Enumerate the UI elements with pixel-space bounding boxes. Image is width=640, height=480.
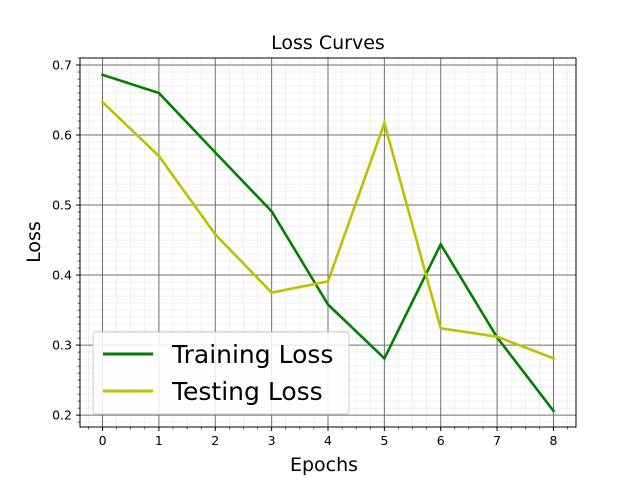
- y-tick-label: 0.5: [52, 198, 72, 213]
- y-tick-label: 0.4: [52, 268, 72, 283]
- y-tick-label: 0.7: [52, 58, 72, 73]
- legend-box: [92, 331, 350, 415]
- chart-title: Loss Curves: [271, 32, 385, 54]
- x-tick-label: 3: [268, 433, 276, 448]
- x-tick-label: 1: [155, 433, 163, 448]
- series-line-training: [100, 73, 556, 413]
- x-tick-label: 7: [493, 433, 501, 448]
- legend-label-training: Training Loss: [171, 340, 333, 369]
- y-tick-label: 0.2: [52, 408, 72, 423]
- axis-ticks: 0 1 2 3 4 5 6 7 8 0.2 0.3 0.4 0.5 0.6 0.7: [52, 58, 568, 448]
- legend: Training Loss Testing Loss: [92, 331, 350, 415]
- x-tick-label: 0: [99, 433, 107, 448]
- x-tick-label: 6: [437, 433, 445, 448]
- x-tick-label: 8: [549, 433, 557, 448]
- y-tick-label: 0.6: [52, 128, 72, 143]
- legend-label-testing: Testing Loss: [171, 377, 323, 406]
- series-lines: [100, 73, 556, 413]
- series-line-testing: [100, 100, 556, 361]
- y-axis-label: Loss: [23, 221, 45, 263]
- x-tick-label: 5: [380, 433, 388, 448]
- x-axis-label: Epochs: [290, 454, 358, 476]
- y-tick-label: 0.3: [52, 338, 72, 353]
- x-tick-label: 2: [211, 433, 219, 448]
- x-tick-label: 4: [324, 433, 332, 448]
